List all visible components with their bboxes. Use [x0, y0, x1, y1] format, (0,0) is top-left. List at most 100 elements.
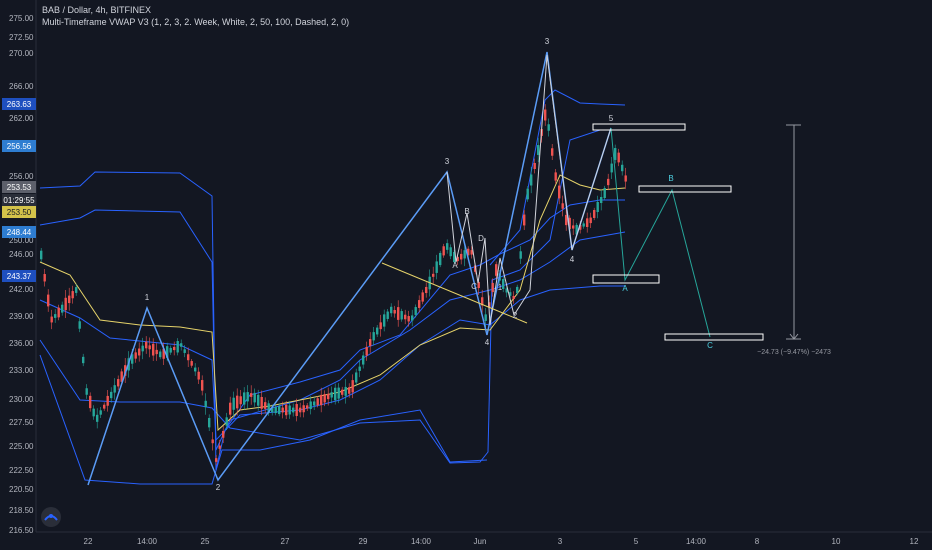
price-tick-label: 216.50 [9, 526, 34, 535]
target-zone-box[interactable] [664, 333, 764, 341]
candle [617, 152, 620, 163]
candle [463, 250, 466, 259]
measure-arrow-icon [789, 333, 799, 340]
price-tick-label: 227.50 [9, 418, 34, 427]
candle [71, 291, 74, 299]
candle [610, 163, 613, 173]
candle [348, 387, 351, 394]
candle [355, 372, 358, 383]
candle [537, 145, 540, 155]
projection-line [610, 127, 711, 338]
candle [57, 307, 60, 318]
candle [85, 388, 88, 395]
target-zone-box[interactable] [592, 274, 660, 284]
candle [166, 346, 169, 358]
candle [523, 214, 526, 226]
candle [43, 274, 46, 282]
candle [124, 365, 127, 376]
candle [568, 217, 571, 230]
candle [82, 356, 85, 364]
candle [180, 343, 183, 347]
candle [369, 339, 372, 346]
candle [40, 250, 43, 260]
candle [589, 217, 592, 224]
vwap-band-line [39, 129, 625, 464]
candle [383, 314, 386, 327]
price-axis[interactable] [0, 0, 36, 532]
indicator-label[interactable]: Multi-Timeframe VWAP V3 (1, 2, 3, 2. Wee… [42, 17, 350, 27]
candle [152, 343, 155, 356]
wave-label: 1 [145, 293, 150, 302]
candle [582, 223, 585, 227]
candle [600, 196, 603, 204]
candle [505, 288, 508, 293]
candle [393, 309, 396, 314]
candle [54, 314, 57, 318]
candle [474, 265, 477, 272]
price-badge [2, 270, 36, 282]
candle [110, 391, 113, 399]
price-badge [2, 181, 36, 193]
candle [260, 396, 263, 409]
candle [544, 109, 547, 121]
candle [138, 348, 141, 356]
wave-label: 5 [609, 114, 614, 123]
wave-label: 4 [485, 338, 490, 347]
projection-label: B [668, 174, 673, 183]
time-tick-label: 14:00 [411, 537, 432, 546]
price-badge-label: 253.50 [7, 208, 32, 217]
candle [519, 251, 522, 259]
wave-label: 4 [570, 255, 575, 264]
vwap-band-line [489, 89, 626, 266]
candle [624, 175, 627, 182]
price-tick-label: 239.00 [9, 312, 34, 321]
candle [561, 203, 564, 209]
price-tick-label: 236.00 [9, 339, 34, 348]
time-tick-label: 29 [359, 537, 368, 546]
candle [390, 306, 393, 314]
symbol-title[interactable]: BAB / Dollar, 4h, BITFINEX [42, 5, 152, 15]
candle [344, 386, 347, 396]
candle [264, 402, 267, 409]
candle [253, 392, 256, 403]
price-badge [2, 226, 36, 238]
candle [558, 185, 561, 199]
candle [299, 407, 302, 413]
candle [386, 311, 389, 319]
candle [302, 405, 305, 413]
candle [376, 327, 379, 335]
candle [516, 286, 519, 294]
candle [183, 349, 186, 353]
wave-label: C [471, 282, 477, 291]
candle [278, 405, 281, 415]
target-zone-box[interactable] [638, 185, 732, 193]
candle [502, 279, 505, 289]
price-badge-label: 256.56 [7, 142, 32, 151]
candle [267, 403, 270, 413]
price-tick-label: 220.50 [9, 485, 34, 494]
candle [495, 264, 498, 276]
candle [397, 307, 400, 320]
candle [554, 172, 557, 181]
target-zone-box[interactable] [592, 123, 686, 131]
candle [551, 148, 554, 156]
candle [334, 387, 337, 401]
candle [621, 164, 624, 172]
candle [484, 314, 487, 321]
candle [292, 407, 295, 413]
candle [211, 439, 214, 444]
tradingview-logo[interactable] [41, 507, 61, 527]
vwap-line [39, 174, 626, 432]
candle [330, 392, 333, 398]
candle [197, 371, 200, 380]
vwap-band-line [39, 285, 625, 442]
candle [351, 380, 354, 393]
time-tick-label: 3 [558, 537, 563, 546]
candle [603, 187, 606, 199]
time-tick-label: 8 [755, 537, 760, 546]
candle [218, 445, 221, 449]
wave-label: 3 [545, 37, 550, 46]
sub-wave-line [446, 54, 612, 326]
